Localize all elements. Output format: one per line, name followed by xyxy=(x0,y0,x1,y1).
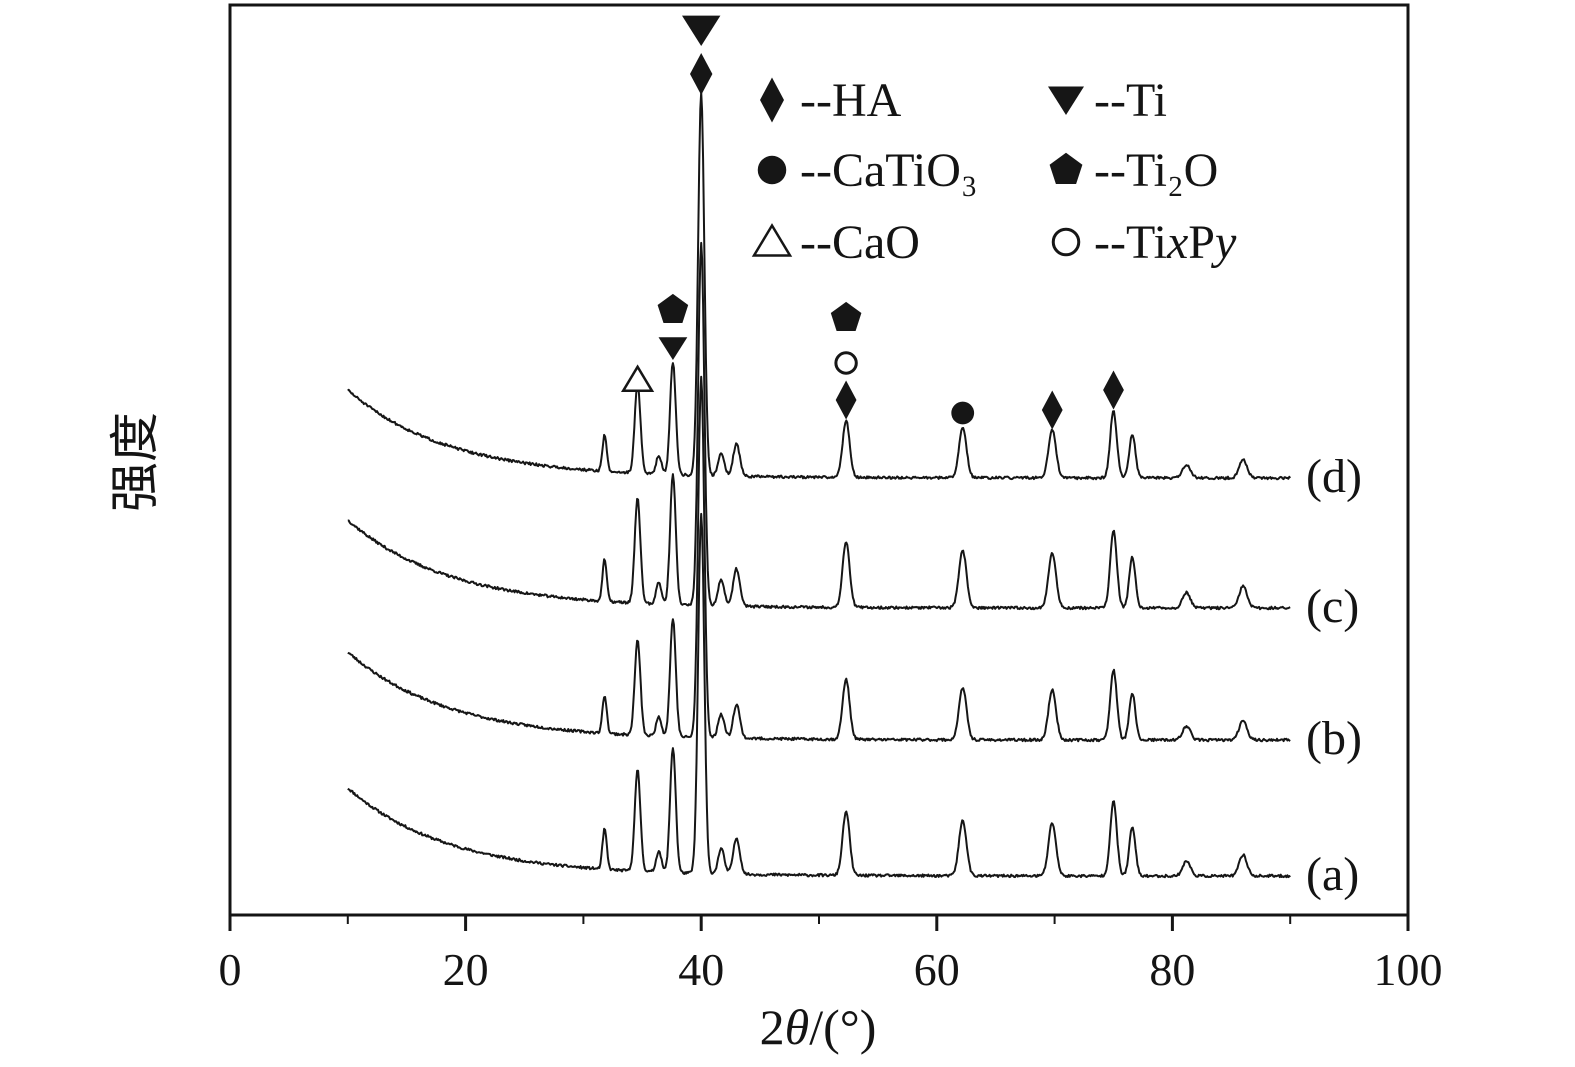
legend-group: --HA--CaTiO₃--CaO--Ti--Ti₂O--TixPy xyxy=(751,74,1237,269)
trace-label-a: (a) xyxy=(1306,848,1359,901)
x-tick-label: 40 xyxy=(678,944,724,995)
x-tick-label: 0 xyxy=(219,944,242,995)
label-part: y xyxy=(1210,216,1237,269)
filled-diamond-marker-icon xyxy=(835,380,857,420)
filled-circle-marker-icon xyxy=(757,155,787,185)
x-tick-label: 20 xyxy=(443,944,489,995)
label-part: /(°) xyxy=(809,999,876,1055)
trace-label-c: (c) xyxy=(1306,580,1359,633)
open-circle-marker-icon xyxy=(1051,227,1081,257)
x-axis-tick-labels-group: 0 20 40 60 80 100 xyxy=(219,944,1443,995)
open-triangle-marker-icon xyxy=(620,364,655,393)
open-triangle-marker-icon xyxy=(751,223,793,257)
plot-frame xyxy=(228,3,1410,917)
filled-diamond-marker-icon xyxy=(690,53,713,95)
peak-markers-group xyxy=(620,15,1124,430)
legend-label: --Ti xyxy=(1094,74,1167,127)
trace-labels-group: (a) (b) (c) (d) xyxy=(1306,450,1362,901)
xrd-trace-a xyxy=(347,512,1291,879)
pentagon-marker-icon xyxy=(1049,152,1083,184)
x-axis-ticks-group xyxy=(228,915,1410,931)
label-part: --HA xyxy=(800,74,902,127)
traces-group xyxy=(347,91,1291,879)
label-part: --Ti xyxy=(1094,74,1167,127)
x-tick-label: 80 xyxy=(1149,944,1195,995)
filled-diamond-marker-icon xyxy=(1103,370,1124,410)
label-part: --Ti xyxy=(1094,216,1167,269)
label-part: P xyxy=(1188,216,1215,269)
label-part: x xyxy=(1166,216,1188,269)
trace-label-d: (d) xyxy=(1306,450,1362,503)
y-axis-label: 强度 xyxy=(107,412,163,512)
xrd-trace-b xyxy=(347,375,1291,743)
open-circle-marker-icon xyxy=(834,351,858,375)
down-triangle-marker-icon xyxy=(682,15,721,46)
pentagon-marker-icon xyxy=(657,293,689,323)
x-axis-label: 2θ/(°) xyxy=(760,999,877,1055)
filled-circle-marker-icon xyxy=(951,401,975,425)
label-part: θ xyxy=(785,999,810,1055)
filled-diamond-marker-icon xyxy=(1041,390,1063,430)
trace-label-b: (b) xyxy=(1306,712,1362,765)
label-part: --CaO xyxy=(800,216,920,269)
legend-label: --TixPy xyxy=(1094,216,1237,269)
filled-diamond-marker-icon xyxy=(760,77,784,123)
down-triangle-marker-icon xyxy=(658,337,688,360)
legend-label: --CaO xyxy=(800,216,920,269)
legend-label: --Ti₂O xyxy=(1094,144,1218,197)
xrd-trace-c xyxy=(347,241,1291,611)
label-part: --CaTiO₃ xyxy=(800,144,978,197)
pentagon-marker-icon xyxy=(830,301,862,331)
x-tick-label: 60 xyxy=(914,944,960,995)
label-part: --Ti₂O xyxy=(1094,144,1218,197)
legend-label: --CaTiO₃ xyxy=(800,144,978,197)
x-tick-label: 100 xyxy=(1374,944,1443,995)
legend-label: --HA xyxy=(800,74,902,127)
label-part: 2 xyxy=(760,999,785,1055)
down-triangle-marker-icon xyxy=(1048,86,1084,115)
xrd-trace-d xyxy=(347,91,1291,481)
